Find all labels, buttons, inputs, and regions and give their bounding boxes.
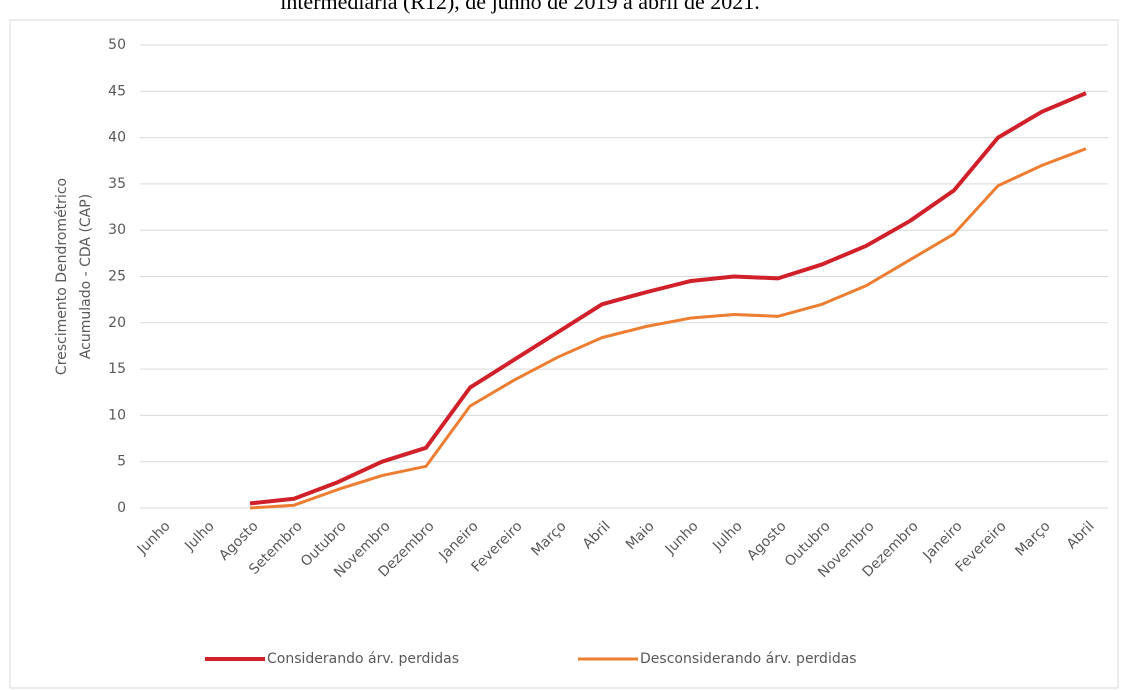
x-tick-label: Abril (1064, 518, 1098, 552)
x-tick-label: Junho (662, 518, 702, 558)
y-axis-label: Acumulado - CDA (CAP) (78, 194, 94, 359)
y-tick-label: 0 (117, 500, 126, 516)
x-tick-label: Maio (623, 518, 658, 553)
y-tick-label: 5 (117, 454, 126, 470)
y-tick-label: 25 (108, 269, 126, 285)
legend-label: Desconsiderando árv. perdidas (640, 651, 857, 667)
x-tick-label: Março (1012, 518, 1053, 559)
y-tick-label: 45 (108, 83, 126, 99)
y-tick-label: 30 (108, 222, 126, 238)
x-tick-label: Abril (580, 518, 614, 552)
y-tick-label: 15 (108, 361, 126, 377)
x-tick-label: Março (528, 518, 569, 559)
y-tick-label: 20 (108, 315, 126, 331)
y-tick-label: 50 (108, 37, 126, 53)
y-tick-label: 10 (108, 407, 126, 423)
series-line (249, 147, 1087, 510)
chart-border (9, 19, 1119, 689)
y-axis-label: Crescimento Dendrométrico (54, 178, 70, 375)
x-tick-label: Julho (709, 518, 745, 554)
x-tick-label: Junho (134, 518, 174, 558)
series-line (249, 91, 1087, 506)
x-tick-label: Julho (181, 518, 217, 554)
y-tick-label: 40 (108, 130, 126, 146)
caption: intermediária (R12), de junho de 2019 a … (280, 0, 760, 14)
legend-label: Considerando árv. perdidas (267, 651, 459, 667)
y-tick-label: 35 (108, 176, 126, 192)
